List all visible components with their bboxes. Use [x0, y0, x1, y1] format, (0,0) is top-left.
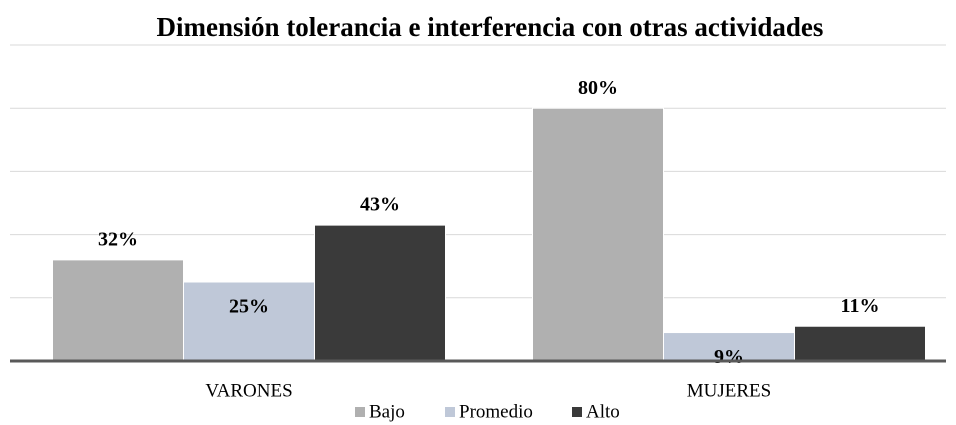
data-label: 11% [841, 295, 880, 317]
data-label: 80% [578, 77, 618, 99]
legend-label: Bajo [369, 401, 405, 422]
bar [314, 224, 446, 362]
data-label: 9% [714, 346, 744, 368]
data-label: 32% [98, 228, 138, 250]
legend-swatch [355, 407, 365, 417]
legend-swatch [445, 407, 455, 417]
x-tick-label: MUJERES [687, 380, 771, 401]
legend-label: Promedio [459, 401, 533, 422]
bar [52, 259, 184, 362]
data-label: 43% [360, 194, 400, 216]
chart-title: Dimensión tolerancia e interferencia con… [157, 12, 824, 42]
data-label: 25% [229, 296, 269, 318]
legend-label: Alto [586, 401, 620, 422]
bar [183, 281, 315, 362]
x-tick-label: VARONES [205, 380, 292, 401]
legend-swatch [572, 407, 582, 417]
bar [794, 325, 926, 362]
bar [532, 107, 664, 362]
